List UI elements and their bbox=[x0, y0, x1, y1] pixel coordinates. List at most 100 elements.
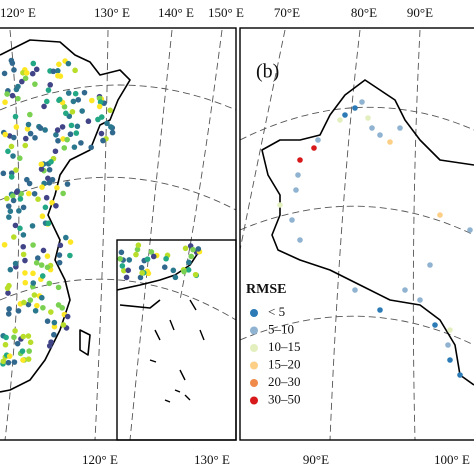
station-dot bbox=[118, 249, 125, 256]
station-dot bbox=[16, 155, 23, 162]
station-dot bbox=[22, 135, 29, 142]
station-dot bbox=[138, 264, 145, 271]
station-dot bbox=[2, 341, 9, 348]
station-dot bbox=[55, 68, 61, 74]
station-dot bbox=[447, 357, 453, 363]
station-dot bbox=[46, 280, 53, 287]
station-dot bbox=[108, 124, 114, 130]
lon-label: 140° E bbox=[158, 5, 194, 20]
station-dot bbox=[17, 225, 23, 232]
station-dot bbox=[44, 264, 51, 271]
station-dot bbox=[387, 139, 393, 145]
station-dot bbox=[289, 217, 295, 223]
station-dot bbox=[60, 190, 66, 197]
legend-label: 20–30 bbox=[268, 374, 301, 389]
station-dot bbox=[32, 81, 38, 87]
station-dot bbox=[1, 241, 8, 248]
station-dot bbox=[55, 302, 62, 308]
station-dot bbox=[12, 113, 19, 120]
station-dot bbox=[365, 115, 371, 121]
station-dot bbox=[377, 132, 383, 138]
station-dot bbox=[61, 103, 68, 110]
station-dot bbox=[72, 67, 78, 74]
station-dot bbox=[51, 319, 58, 326]
station-dot bbox=[30, 242, 36, 248]
lon-label: 130° E bbox=[194, 452, 230, 467]
station-dot bbox=[7, 208, 14, 215]
meridian bbox=[179, 29, 223, 301]
station-dot bbox=[44, 318, 51, 324]
station-dot bbox=[5, 311, 12, 317]
station-dot bbox=[20, 204, 27, 211]
station-dot bbox=[192, 271, 199, 278]
legend-title: RMSE bbox=[246, 282, 286, 297]
station-dot bbox=[56, 259, 63, 266]
station-dot bbox=[47, 82, 54, 88]
station-dot bbox=[53, 132, 59, 138]
station-dot bbox=[8, 143, 15, 150]
station-dot bbox=[30, 60, 37, 67]
station-dot bbox=[5, 359, 12, 366]
legend-label: 5–10 bbox=[268, 321, 294, 336]
station-dot bbox=[39, 273, 46, 279]
station-dot bbox=[67, 252, 73, 259]
station-dot bbox=[133, 251, 139, 258]
station-dot bbox=[46, 343, 53, 349]
station-dot bbox=[27, 339, 34, 346]
station-dot bbox=[188, 253, 195, 260]
station-dot bbox=[51, 331, 57, 338]
station-dot bbox=[120, 267, 127, 274]
station-dot bbox=[95, 116, 101, 123]
station-dot bbox=[38, 262, 45, 268]
station-dot bbox=[40, 304, 46, 311]
station-dot bbox=[150, 253, 157, 260]
station-dot bbox=[31, 190, 38, 197]
station-dot bbox=[78, 140, 84, 146]
station-dot bbox=[31, 292, 38, 298]
station-dot bbox=[42, 204, 49, 211]
station-dot bbox=[15, 308, 22, 314]
station-dot bbox=[5, 148, 11, 155]
island-marks bbox=[149, 299, 205, 403]
station-dot bbox=[185, 267, 192, 273]
station-dot bbox=[12, 328, 18, 334]
station-dot bbox=[63, 234, 69, 241]
lon-label: 120° E bbox=[82, 452, 118, 467]
station-dot bbox=[457, 372, 463, 378]
station-dot bbox=[11, 134, 17, 141]
station-dot bbox=[190, 246, 196, 253]
station-dot bbox=[72, 90, 79, 97]
lon-label: 150° E bbox=[208, 5, 244, 20]
station-dot bbox=[125, 267, 132, 274]
station-dot bbox=[10, 234, 17, 240]
station-dot bbox=[342, 112, 348, 118]
station-dot bbox=[126, 257, 133, 263]
station-dot bbox=[97, 99, 104, 105]
station-dot bbox=[56, 61, 62, 68]
legend-swatch bbox=[250, 344, 258, 352]
station-dot bbox=[19, 78, 25, 85]
station-dot bbox=[38, 166, 45, 172]
station-dot bbox=[311, 145, 317, 151]
station-dot bbox=[137, 274, 144, 281]
station-dot bbox=[0, 170, 7, 177]
station-dot bbox=[85, 118, 92, 125]
station-dot bbox=[445, 342, 451, 348]
station-dot bbox=[277, 202, 283, 208]
station-dot bbox=[13, 167, 19, 173]
station-dot bbox=[88, 144, 94, 151]
inset-frame bbox=[116, 239, 237, 441]
station-dot bbox=[32, 134, 38, 141]
station-dot bbox=[1, 70, 8, 77]
station-dot bbox=[43, 194, 50, 201]
lon-label: 80°E bbox=[351, 5, 377, 20]
station-dot bbox=[24, 126, 31, 132]
station-dot bbox=[26, 348, 32, 354]
station-dot bbox=[5, 290, 11, 296]
station-dot bbox=[54, 184, 60, 191]
station-dot bbox=[22, 142, 29, 149]
station-dot bbox=[48, 309, 54, 315]
legend-swatch bbox=[250, 379, 258, 387]
station-dot bbox=[437, 212, 443, 218]
station-dot bbox=[20, 243, 27, 250]
